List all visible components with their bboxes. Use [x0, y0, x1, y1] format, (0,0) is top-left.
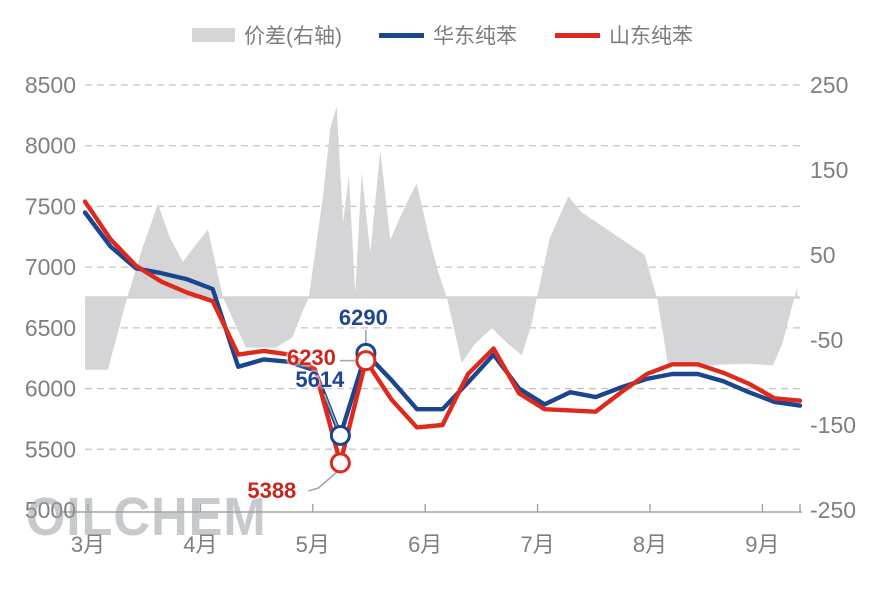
x-axis-label: 3月: [71, 532, 105, 557]
left-axis-label: 5500: [25, 436, 76, 462]
data-point-marker: [329, 424, 351, 446]
shandong-line: [82, 199, 803, 466]
left-axis-label: 6500: [25, 315, 76, 341]
x-axis-label: 6月: [408, 532, 442, 557]
leader-5388: [308, 469, 340, 492]
right-axis-label: 50: [810, 242, 836, 268]
right-axis-label: -150: [810, 412, 856, 438]
east-china-line: [82, 210, 803, 438]
left-axis-label: 8000: [25, 133, 76, 159]
x-axis-label: 5月: [296, 532, 330, 557]
annotation-5388: 5388: [247, 478, 297, 503]
legend-item-spread: 价差(右轴): [192, 25, 342, 48]
legend-label-spread: 价差(右轴): [244, 25, 342, 48]
x-axis-label: 7月: [520, 532, 554, 557]
data-point-marker: [329, 452, 351, 474]
left-axis-label: 7500: [25, 193, 76, 219]
annotation-6230: 6230: [286, 345, 336, 370]
leader-5614: [323, 393, 339, 428]
data-point-marker: [355, 350, 377, 372]
spread-area-swatch: [192, 28, 235, 42]
x-axis-label: 4月: [183, 532, 217, 557]
east-china-line-swatch: [379, 32, 424, 38]
left-axis-label: 8500: [25, 72, 76, 98]
legend-label-shandong: 山东纯苯: [609, 25, 693, 48]
left-axis-label: 5000: [25, 497, 76, 523]
right-axis-label: -50: [810, 327, 843, 353]
annotation-6290: 6290: [338, 305, 388, 330]
x-axis-label: 8月: [633, 532, 667, 557]
left-axis-label: 7000: [25, 254, 76, 280]
right-axis-label: 150: [810, 157, 848, 183]
annotation-5614: 5614: [295, 367, 345, 392]
left-axis-label: 6000: [25, 376, 76, 402]
right-axis-label: -250: [810, 497, 856, 523]
right-axis-label: 250: [810, 72, 848, 98]
spread-area: [85, 106, 798, 370]
shandong-line-swatch: [555, 32, 600, 38]
legend-item-shandong: 山东纯苯: [555, 25, 693, 48]
legend-item-east-china: 华东纯苯: [379, 25, 517, 48]
legend-label-east-china: 华东纯苯: [433, 25, 517, 48]
x-axis-label: 9月: [745, 532, 779, 557]
